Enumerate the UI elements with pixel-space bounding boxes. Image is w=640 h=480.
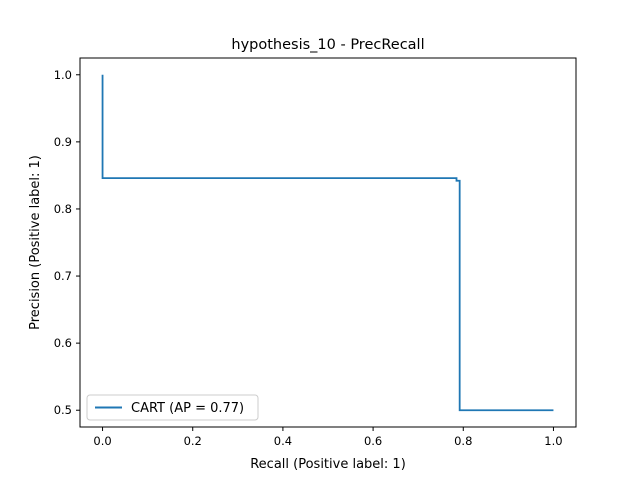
x-tick-label: 0.0	[93, 434, 111, 448]
y-tick-label: 0.7	[54, 269, 72, 283]
x-axis-ticks: 0.0 0.2 0.4 0.6 0.8 1.0	[93, 427, 563, 448]
plot-frame	[79, 57, 577, 428]
y-axis-ticks: 0.5 0.6 0.7 0.8 0.9 1.0	[54, 68, 80, 417]
series-layer	[101, 74, 554, 412]
x-axis-label: Recall (Positive label: 1)	[250, 457, 406, 472]
x-tick-label: 0.6	[364, 434, 382, 448]
legend: CART (AP = 0.77)	[86, 394, 259, 421]
x-tick-label: 0.2	[184, 434, 202, 448]
y-tick-label: 0.6	[54, 336, 72, 350]
legend-box	[86, 394, 259, 421]
pr-curve-line	[101, 74, 554, 412]
legend-label: CART (AP = 0.77)	[131, 401, 244, 416]
y-tick-label: 1.0	[54, 68, 72, 82]
chart-title: hypothesis_10 - PrecRecall	[231, 37, 424, 53]
x-tick-label: 1.0	[544, 434, 562, 448]
y-axis-label: Precision (Positive label: 1)	[28, 155, 43, 330]
plot-area	[79, 57, 577, 428]
y-tick-label: 0.5	[54, 403, 72, 417]
y-tick-label: 0.8	[54, 202, 72, 216]
y-tick-label: 0.9	[54, 135, 72, 149]
x-tick-label: 0.4	[274, 434, 292, 448]
x-tick-label: 0.8	[454, 434, 472, 448]
